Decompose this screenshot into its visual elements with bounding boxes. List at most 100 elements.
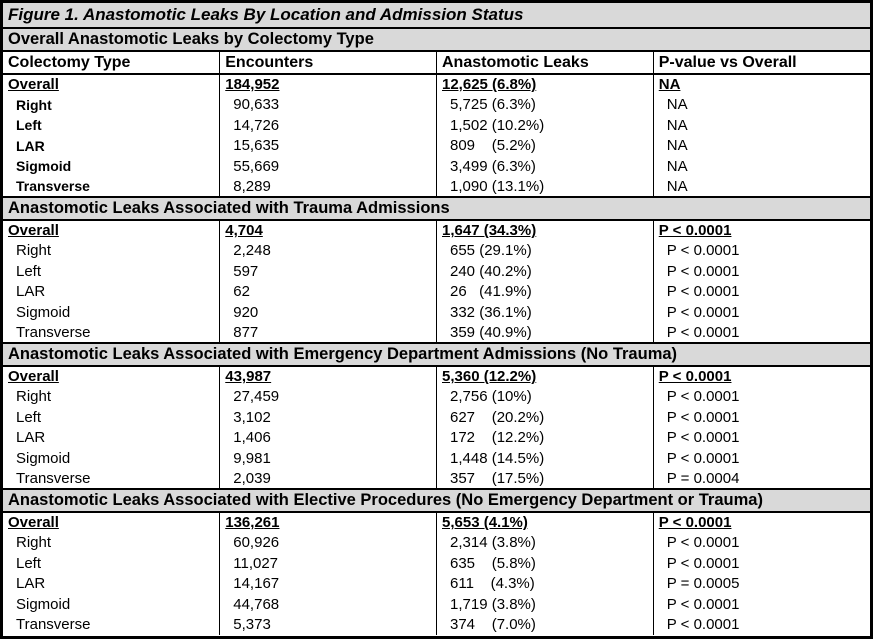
cell-label: Transverse — [16, 469, 91, 487]
cell-leaks: 1,448 (14.5%) — [436, 448, 654, 469]
table-row: Transverse 8,289 1,090 (13.1%) NA — [3, 176, 870, 197]
cell-label: LAR — [16, 283, 46, 301]
section-header-text: Overall Anastomotic Leaks by Colectomy T… — [3, 27, 870, 52]
cell-label: Overall — [8, 514, 59, 532]
column-header-row: Colectomy Type Encounters Anastomotic Le… — [3, 51, 870, 75]
cell-pvalue: P < 0.0001 — [652, 322, 870, 343]
cell-label: Sigmoid — [16, 303, 71, 321]
table-row: Right 27,459 2,756 (10%) P < 0.0001 — [3, 386, 870, 407]
cell-pvalue: NA — [652, 115, 870, 136]
column-header-colectomy-type: Colectomy Type — [3, 51, 220, 75]
table-row: Sigmoid 44,768 1,719 (3.8%) P < 0.0001 — [3, 594, 870, 615]
table-row: Overall 43,987 5,360 (12.2%) P < 0.0001 — [3, 366, 870, 387]
cell-pvalue: P < 0.0001 — [652, 532, 870, 553]
cell-label: Overall — [8, 222, 59, 240]
cell-label: Left — [16, 262, 42, 280]
cell-encounters: 3,102 — [219, 407, 437, 428]
table-row: Overall 184,952 12,625 (6.8%) NA — [3, 74, 870, 95]
cell-label: Right — [16, 96, 52, 113]
table-row: Left 597 240 (40.2%) P < 0.0001 — [3, 261, 870, 282]
cell-leaks: 374 (7.0%) — [436, 614, 654, 635]
cell-pvalue: P < 0.0001 — [652, 594, 870, 615]
cell-leaks: 635 (5.8%) — [436, 553, 654, 574]
cell-encounters: 27,459 — [219, 386, 437, 407]
cell-leaks: 26 (41.9%) — [436, 281, 654, 302]
cell-encounters: 62 — [219, 281, 437, 302]
table-row: LAR 1,406 172 (12.2%) P < 0.0001 — [3, 427, 870, 448]
section-header-text: Anastomotic Leaks Associated with Electi… — [3, 488, 870, 513]
section-header-text: Anastomotic Leaks Associated with Emerge… — [3, 342, 870, 367]
cell-encounters: 2,039 — [219, 468, 437, 489]
cell-encounters: 184,952 — [219, 74, 437, 95]
cell-label: Sigmoid — [16, 449, 71, 467]
cell-leaks: 5,653 (4.1%) — [436, 512, 654, 533]
cell-pvalue: P < 0.0001 — [652, 281, 870, 302]
cell-pvalue: P < 0.0001 — [652, 553, 870, 574]
cell-leaks: 2,314 (3.8%) — [436, 532, 654, 553]
cell-pvalue: NA — [652, 94, 870, 115]
cell-label: Overall — [8, 76, 59, 94]
cell-leaks: 1,647 (34.3%) — [436, 220, 654, 241]
cell-encounters: 60,926 — [219, 532, 437, 553]
cell-leaks: 5,725 (6.3%) — [436, 94, 654, 115]
cell-leaks: 655 (29.1%) — [436, 240, 654, 261]
table-row: Sigmoid 55,669 3,499 (6.3%) NA — [3, 156, 870, 177]
cell-leaks: 357 (17.5%) — [436, 468, 654, 489]
section-header-text: Anastomotic Leaks Associated with Trauma… — [3, 196, 870, 221]
cell-pvalue: P < 0.0001 — [652, 366, 870, 387]
cell-label: Right — [16, 534, 52, 552]
table-row: Right 2,248 655 (29.1%) P < 0.0001 — [3, 240, 870, 261]
cell-leaks: 611 (4.3%) — [436, 573, 654, 594]
table-row: Right 90,633 5,725 (6.3%) NA — [3, 94, 870, 115]
cell-pvalue: NA — [652, 135, 870, 156]
cell-leaks: 1,719 (3.8%) — [436, 594, 654, 615]
cell-pvalue: P < 0.0001 — [652, 614, 870, 635]
cell-label: LAR — [16, 575, 46, 593]
cell-encounters: 14,726 — [219, 115, 437, 136]
cell-leaks: 3,499 (6.3%) — [436, 156, 654, 177]
cell-pvalue: P < 0.0001 — [652, 261, 870, 282]
cell-label: Left — [16, 408, 42, 426]
column-header-pvalue: P-value vs Overall — [652, 51, 870, 75]
cell-label: Transverse — [16, 323, 91, 341]
figure-title-row: Figure 1. Anastomotic Leaks By Location … — [3, 3, 870, 29]
cell-pvalue: P < 0.0001 — [652, 240, 870, 261]
table-row: Left 14,726 1,502 (10.2%) NA — [3, 115, 870, 136]
cell-encounters: 44,768 — [219, 594, 437, 615]
cell-label: Transverse — [16, 616, 91, 634]
section-header-elective: Anastomotic Leaks Associated with Electi… — [3, 488, 870, 513]
cell-leaks: 172 (12.2%) — [436, 427, 654, 448]
cell-leaks: 240 (40.2%) — [436, 261, 654, 282]
column-header-encounters: Encounters — [219, 51, 437, 75]
cell-label: LAR — [16, 137, 45, 154]
cell-encounters: 15,635 — [219, 135, 437, 156]
cell-pvalue: P < 0.0001 — [652, 512, 870, 533]
cell-leaks: 359 (40.9%) — [436, 322, 654, 343]
table-row: LAR 14,167 611 (4.3%) P = 0.0005 — [3, 573, 870, 594]
table-row: LAR 62 26 (41.9%) P < 0.0001 — [3, 281, 870, 302]
cell-encounters: 136,261 — [219, 512, 437, 533]
cell-label: Sigmoid — [16, 595, 71, 613]
table-row: Left 11,027 635 (5.8%) P < 0.0001 — [3, 553, 870, 574]
cell-leaks: 627 (20.2%) — [436, 407, 654, 428]
cell-pvalue: P < 0.0001 — [652, 427, 870, 448]
table-row: LAR 15,635 809 (5.2%) NA — [3, 135, 870, 156]
cell-leaks: 1,502 (10.2%) — [436, 115, 654, 136]
cell-label: LAR — [16, 429, 46, 447]
cell-pvalue: P < 0.0001 — [652, 448, 870, 469]
cell-encounters: 43,987 — [219, 366, 437, 387]
section-header-overall: Overall Anastomotic Leaks by Colectomy T… — [3, 27, 870, 52]
cell-label: Left — [16, 117, 42, 134]
cell-label: Overall — [8, 368, 59, 386]
cell-leaks: 5,360 (12.2%) — [436, 366, 654, 387]
cell-pvalue: P = 0.0004 — [652, 468, 870, 489]
table-row: Left 3,102 627 (20.2%) P < 0.0001 — [3, 407, 870, 428]
table-row: Right 60,926 2,314 (3.8%) P < 0.0001 — [3, 532, 870, 553]
cell-encounters: 920 — [219, 302, 437, 323]
cell-encounters: 14,167 — [219, 573, 437, 594]
cell-leaks: 332 (36.1%) — [436, 302, 654, 323]
cell-encounters: 2,248 — [219, 240, 437, 261]
cell-pvalue: NA — [652, 74, 870, 95]
table-row: Sigmoid 920 332 (36.1%) P < 0.0001 — [3, 302, 870, 323]
